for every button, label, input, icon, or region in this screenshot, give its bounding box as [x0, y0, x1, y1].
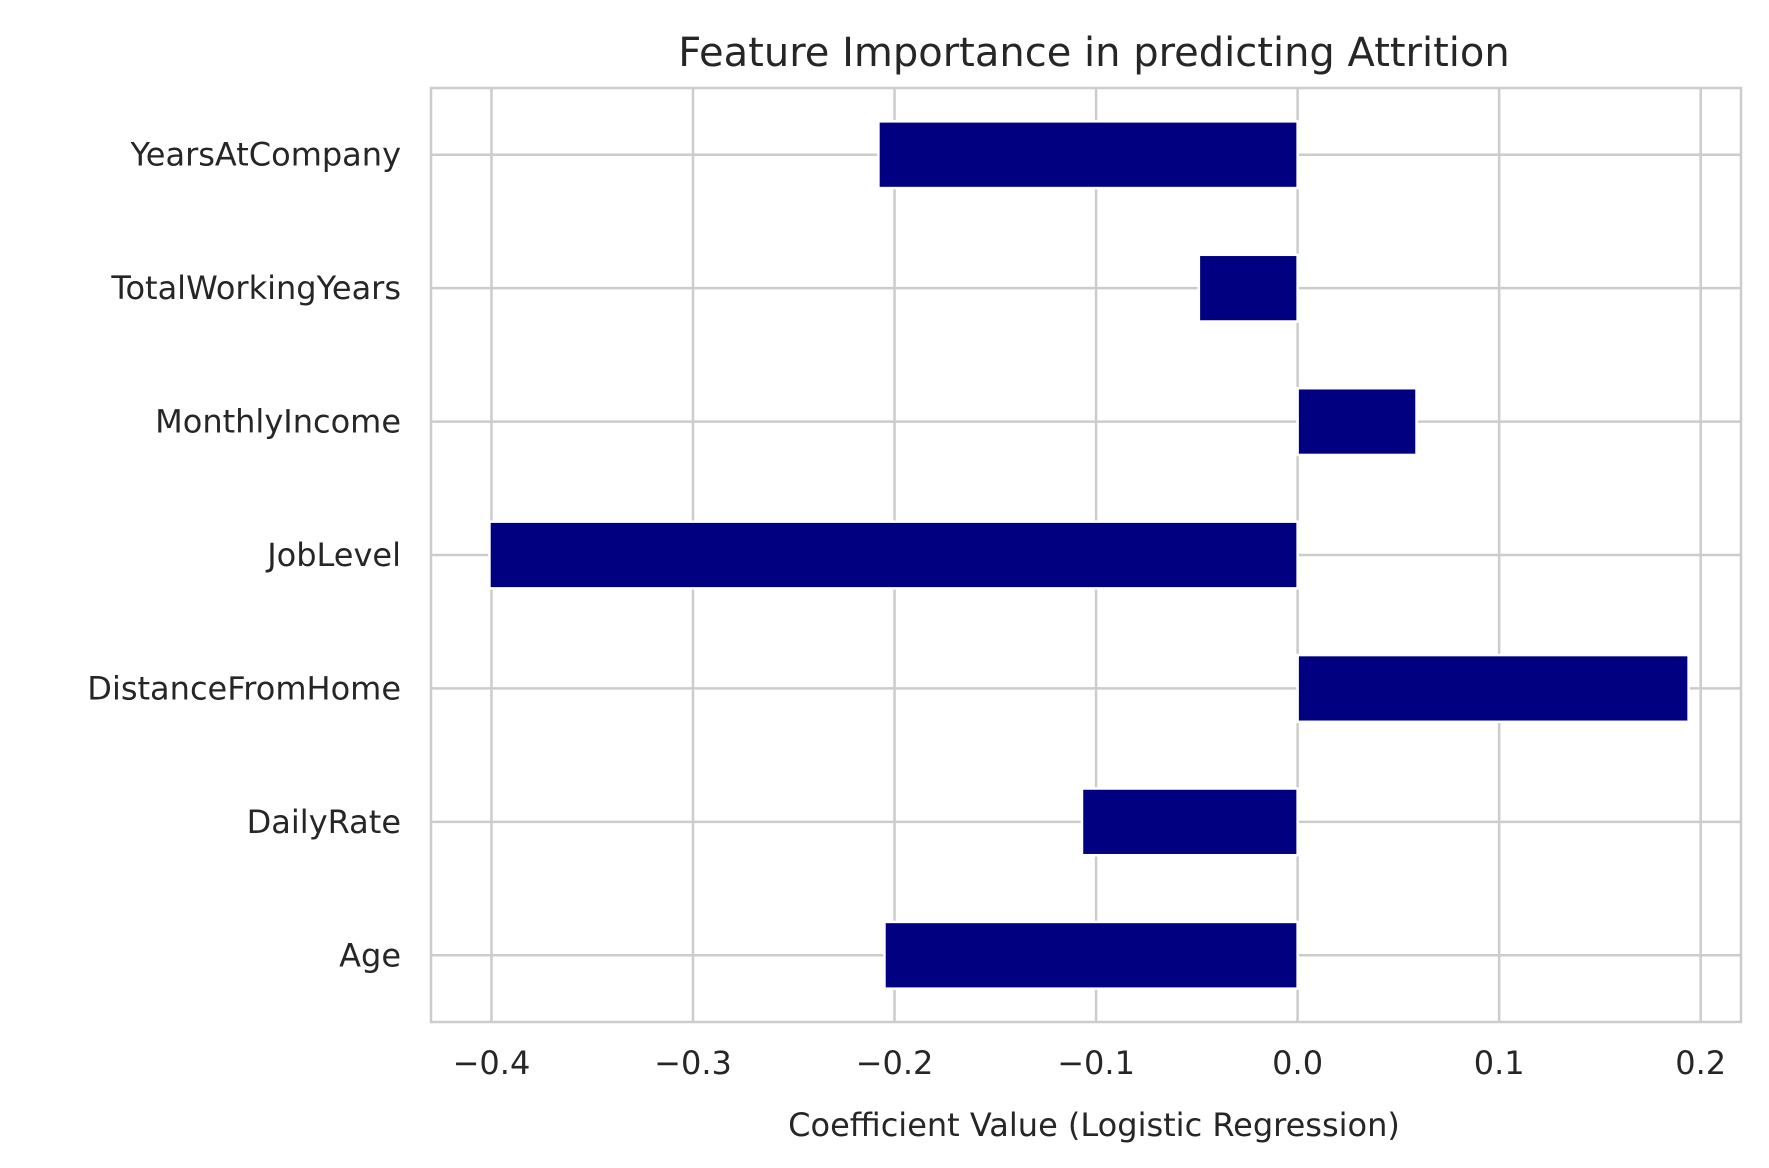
x-tick-label: 0.0 — [1272, 1044, 1323, 1082]
x-tick-label: −0.1 — [1057, 1044, 1135, 1082]
bar-yearsatcompany — [877, 120, 1299, 190]
y-tick-label: MonthlyIncome — [155, 403, 401, 441]
x-tick-label: −0.2 — [856, 1044, 934, 1082]
x-axis-label: Coefficient Value (Logistic Regression) — [788, 1106, 1400, 1144]
y-tick-labels: Age DailyRate DistanceFromHome JobLevel Mont… — [87, 136, 401, 975]
x-tick-label: 0.1 — [1474, 1044, 1525, 1082]
plot-frame — [429, 86, 1743, 1024]
bars — [488, 120, 1690, 990]
chart-title: Feature Importance in predicting Attriti… — [678, 30, 1510, 76]
y-tick-label: TotalWorkingYears — [110, 269, 401, 307]
y-tick-label: Age — [339, 936, 401, 974]
bar-dailyrate — [1080, 787, 1299, 857]
x-tick-labels: −0.4 −0.3 −0.2 −0.1 0.0 0.1 0.2 — [453, 1044, 1727, 1082]
bar-totalworkingyears — [1197, 253, 1299, 323]
y-tick-label: YearsAtCompany — [129, 136, 401, 174]
bar-monthlyincome — [1296, 386, 1418, 457]
bar-joblevel — [488, 520, 1299, 590]
bar-distancefromhome — [1296, 653, 1690, 724]
y-tick-label: JobLevel — [265, 536, 401, 574]
bar-age — [883, 920, 1299, 990]
x-tick-label: −0.4 — [453, 1044, 531, 1082]
x-tick-label: 0.2 — [1675, 1044, 1726, 1082]
y-tick-label: DistanceFromHome — [87, 669, 401, 707]
x-tick-label: −0.3 — [654, 1044, 732, 1082]
y-tick-label: DailyRate — [247, 803, 401, 841]
